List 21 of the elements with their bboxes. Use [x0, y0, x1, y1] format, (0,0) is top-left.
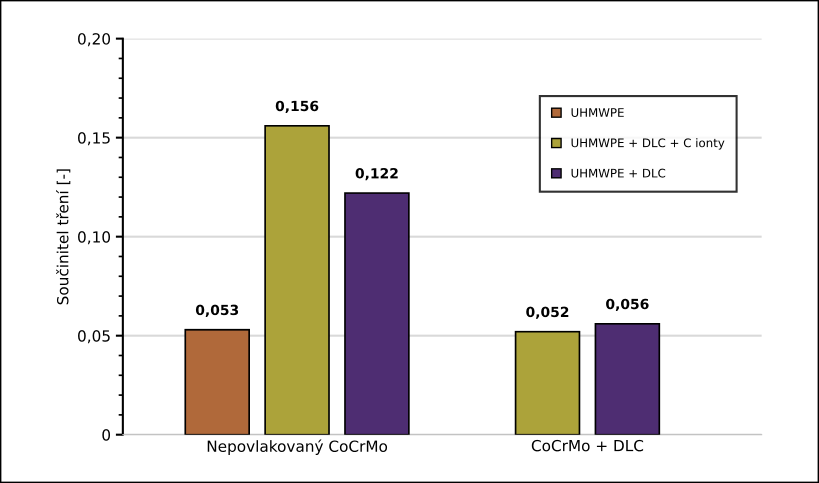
data-label: 0,056 — [606, 298, 649, 312]
legend-label: UHMWPE + DLC — [572, 168, 666, 178]
y-tick-label: 0,15 — [78, 132, 110, 146]
bar — [264, 124, 330, 435]
y-tick-label: 0 — [102, 429, 110, 441]
data-label: 0,053 — [196, 304, 238, 317]
legend-label: UHMWPE — [572, 108, 624, 117]
x-tick-label: CoCrMo + DLC — [532, 440, 644, 452]
data-label: 0,052 — [526, 306, 568, 319]
data-label: 0,122 — [356, 168, 398, 180]
y-tick-label: 0,05 — [78, 330, 110, 344]
data-label: 0,156 — [276, 100, 318, 113]
bar — [344, 192, 410, 435]
x-tick-label: Nepovlakovaný CoCrMo — [208, 440, 388, 455]
bar — [184, 328, 250, 435]
legend-label: UHMWPE + DLC + C ionty — [572, 138, 724, 150]
y-tick-label: 0,20 — [78, 33, 110, 46]
bar — [594, 322, 660, 435]
y-axis-title: Součinitel tření [-] — [56, 169, 70, 304]
y-tick-label: 0,10 — [78, 231, 110, 244]
bar — [514, 330, 580, 435]
